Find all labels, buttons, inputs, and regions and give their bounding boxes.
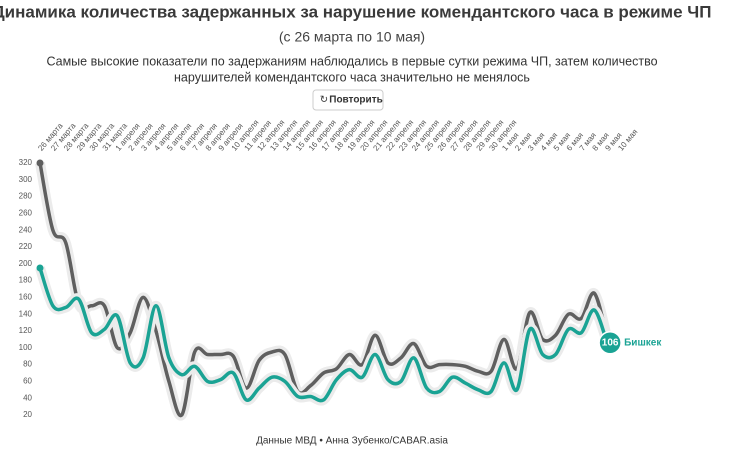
- y-tick-label: 200: [19, 259, 33, 268]
- y-tick-label: 180: [19, 276, 33, 285]
- y-tick-label: 80: [23, 360, 32, 369]
- description: Самые высокие показатели по задержаниям …: [46, 54, 657, 68]
- start-dot: [36, 264, 44, 272]
- chart-title: Динамика количества задержанных за наруш…: [0, 2, 711, 21]
- start-dot: [36, 159, 44, 167]
- button-icon[interactable]: ↻: [320, 95, 328, 106]
- button-frame[interactable]: [312, 89, 384, 111]
- series-label: Бишкек: [624, 337, 662, 348]
- line: [38, 162, 609, 418]
- y-tick-label: 240: [19, 225, 33, 234]
- replay-button[interactable]: ↻ Повторить: [312, 89, 384, 111]
- description: нарушителей комендантского часа значител…: [174, 70, 530, 84]
- y-tick-label: 120: [19, 326, 33, 335]
- y-tick-label: 220: [19, 242, 33, 251]
- y-tick-label: 140: [19, 309, 33, 318]
- y-tick-label: 100: [19, 343, 33, 352]
- y-tick-label: 300: [19, 175, 33, 184]
- end-value-label: 106: [602, 337, 619, 348]
- y-tick-label: 60: [23, 377, 32, 386]
- y-tick-label: 20: [23, 410, 32, 419]
- chart-subtitle: (с 26 марта по 10 мая): [279, 29, 425, 45]
- y-tick-label: 320: [19, 158, 33, 167]
- button-label[interactable]: Повторить: [329, 95, 383, 106]
- y-tick-label: 280: [19, 192, 33, 201]
- y-tick-label: 260: [19, 209, 33, 218]
- end-marker: [598, 331, 622, 355]
- y-tick-label: 160: [19, 293, 33, 302]
- line: [38, 267, 609, 403]
- source: Данные МВД • Анна Зубенко/CABAR.asia: [256, 435, 448, 447]
- y-tick-label: 40: [23, 393, 32, 402]
